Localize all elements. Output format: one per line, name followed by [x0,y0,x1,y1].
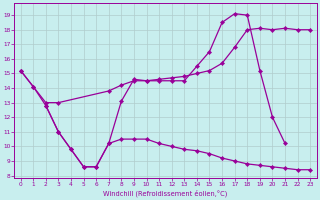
X-axis label: Windchill (Refroidissement éolien,°C): Windchill (Refroidissement éolien,°C) [103,189,228,197]
